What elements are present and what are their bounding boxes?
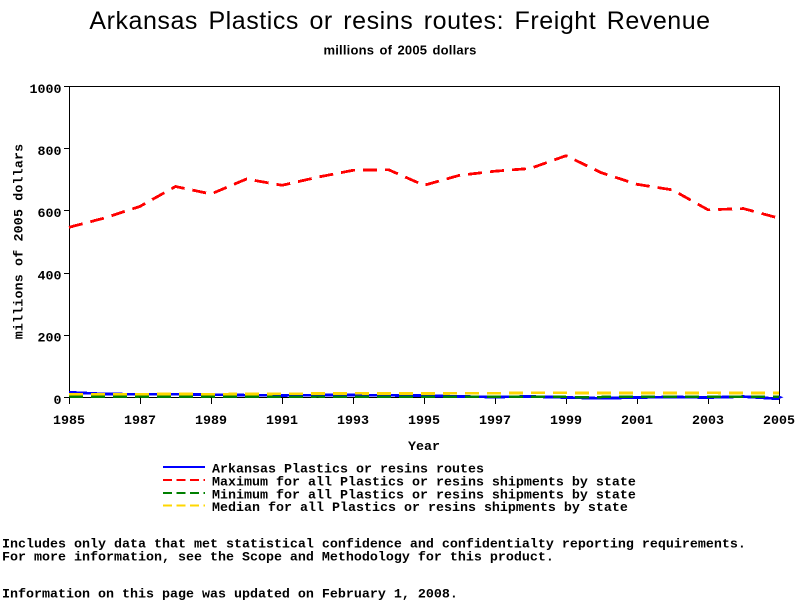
svg-text:1995: 1995 xyxy=(408,414,440,429)
svg-text:Minimum for all Plastics or re: Minimum for all Plastics or resins shipm… xyxy=(212,488,636,503)
svg-text:Information on this page was u: Information on this page was updated on … xyxy=(2,588,458,600)
svg-text:200: 200 xyxy=(38,332,62,347)
svg-text:For more information, see the: For more information, see the Scope and … xyxy=(2,551,554,566)
svg-text:0: 0 xyxy=(54,394,62,409)
svg-text:Median for all Plastics or res: Median for all Plastics or resins shipme… xyxy=(212,501,628,516)
svg-text:millions of 2005 dollars: millions of 2005 dollars xyxy=(323,43,476,58)
svg-text:Arkansas Plastics or resins ro: Arkansas Plastics or resins routes xyxy=(212,463,484,478)
svg-text:Maximum for all Plastics or re: Maximum for all Plastics or resins shipm… xyxy=(212,475,636,490)
svg-text:1987: 1987 xyxy=(124,414,156,429)
svg-text:1991: 1991 xyxy=(266,414,298,429)
svg-text:1985: 1985 xyxy=(53,414,85,429)
svg-text:1997: 1997 xyxy=(479,414,511,429)
svg-text:millions of 2005 dollars: millions of 2005 dollars xyxy=(13,144,28,340)
svg-text:Year: Year xyxy=(408,440,440,455)
svg-text:1000: 1000 xyxy=(30,83,62,98)
svg-text:Includes only data that met st: Includes only data that met statistical … xyxy=(2,538,746,553)
svg-text:800: 800 xyxy=(38,145,62,160)
svg-text:1993: 1993 xyxy=(337,414,369,429)
svg-text:2005: 2005 xyxy=(763,414,795,429)
svg-text:1999: 1999 xyxy=(550,414,582,429)
svg-text:2001: 2001 xyxy=(621,414,653,429)
svg-text:1989: 1989 xyxy=(195,414,227,429)
svg-text:Arkansas Plastics or resins ro: Arkansas Plastics or resins routes: Frei… xyxy=(89,7,710,35)
svg-text:400: 400 xyxy=(38,269,62,284)
svg-text:2003: 2003 xyxy=(692,414,724,429)
svg-text:600: 600 xyxy=(38,207,62,222)
